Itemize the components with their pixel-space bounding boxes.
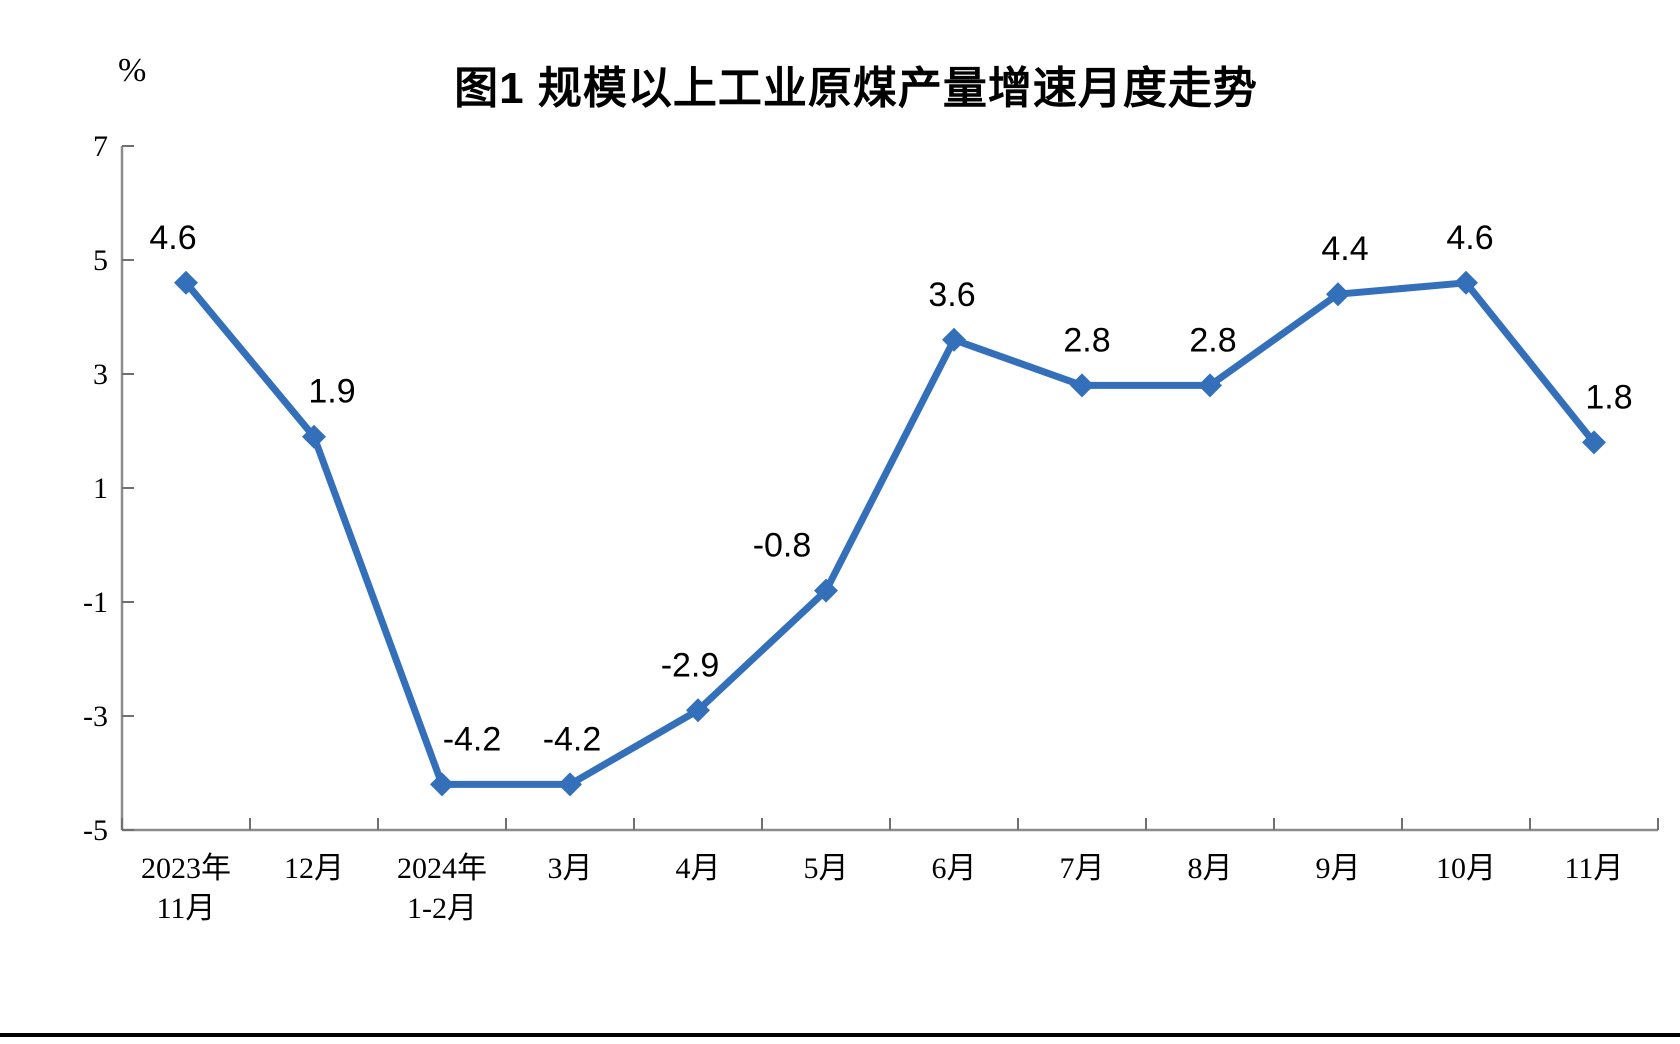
series-line <box>182 279 1598 788</box>
data-point-marker <box>302 424 326 449</box>
data-point-label: 1.8 <box>1585 378 1632 416</box>
data-point-marker <box>1326 282 1350 307</box>
data-point-label: 1.9 <box>308 373 355 411</box>
data-point-marker <box>1198 373 1222 398</box>
y-tick-label: 5 <box>93 244 108 277</box>
x-category-label: 7月 <box>1060 852 1105 885</box>
x-category-label: 9月 <box>1316 852 1361 885</box>
data-point-marker <box>430 772 454 797</box>
y-axis-unit-label: % <box>118 52 147 89</box>
data-point-marker <box>1582 430 1606 455</box>
x-category-label: 11月 <box>157 892 216 925</box>
y-tick-label: 3 <box>93 358 108 391</box>
data-point-marker <box>814 578 838 603</box>
data-point-marker <box>174 270 198 295</box>
data-point-marker <box>942 327 966 352</box>
chart-title: 图1 规模以上工业原煤产量增速月度走势 <box>454 64 1258 113</box>
x-category-label: 12月 <box>284 852 344 885</box>
data-point-marker <box>1454 270 1478 295</box>
data-point-label: 4.6 <box>1446 219 1493 257</box>
x-category-label: 4月 <box>676 852 721 885</box>
x-category-label: 2023年 <box>141 852 231 885</box>
data-point-label: 2.8 <box>1189 321 1236 359</box>
data-point-marker <box>558 772 582 797</box>
x-category-label: 5月 <box>804 852 849 885</box>
x-category-label: 2024年 <box>397 852 487 885</box>
data-point-label: 4.4 <box>1321 230 1368 268</box>
y-tick-label: 7 <box>93 130 108 163</box>
data-point-marker <box>1070 373 1094 398</box>
x-category-label: 11月 <box>1565 852 1624 885</box>
data-point-marker <box>686 698 710 723</box>
x-category-label: 10月 <box>1436 852 1496 885</box>
x-category-label: 1-2月 <box>407 892 477 925</box>
x-category-label: 8月 <box>1188 852 1233 885</box>
x-category-label: 6月 <box>932 852 977 885</box>
y-tick-label: 1 <box>93 472 108 505</box>
y-tick-label: -5 <box>83 814 108 847</box>
data-point-label: -4.2 <box>443 720 502 758</box>
data-point-label: 2.8 <box>1063 321 1110 359</box>
data-point-label: -2.9 <box>661 646 720 684</box>
data-point-label: -4.2 <box>543 720 602 758</box>
data-point-label: -0.8 <box>753 527 812 565</box>
x-category-label: 3月 <box>548 852 593 885</box>
data-point-label: 3.6 <box>928 276 975 314</box>
bottom-divider <box>0 1033 1680 1037</box>
y-tick-label: -3 <box>83 700 108 733</box>
y-tick-label: -1 <box>83 586 108 619</box>
data-point-label: 4.6 <box>149 219 196 257</box>
